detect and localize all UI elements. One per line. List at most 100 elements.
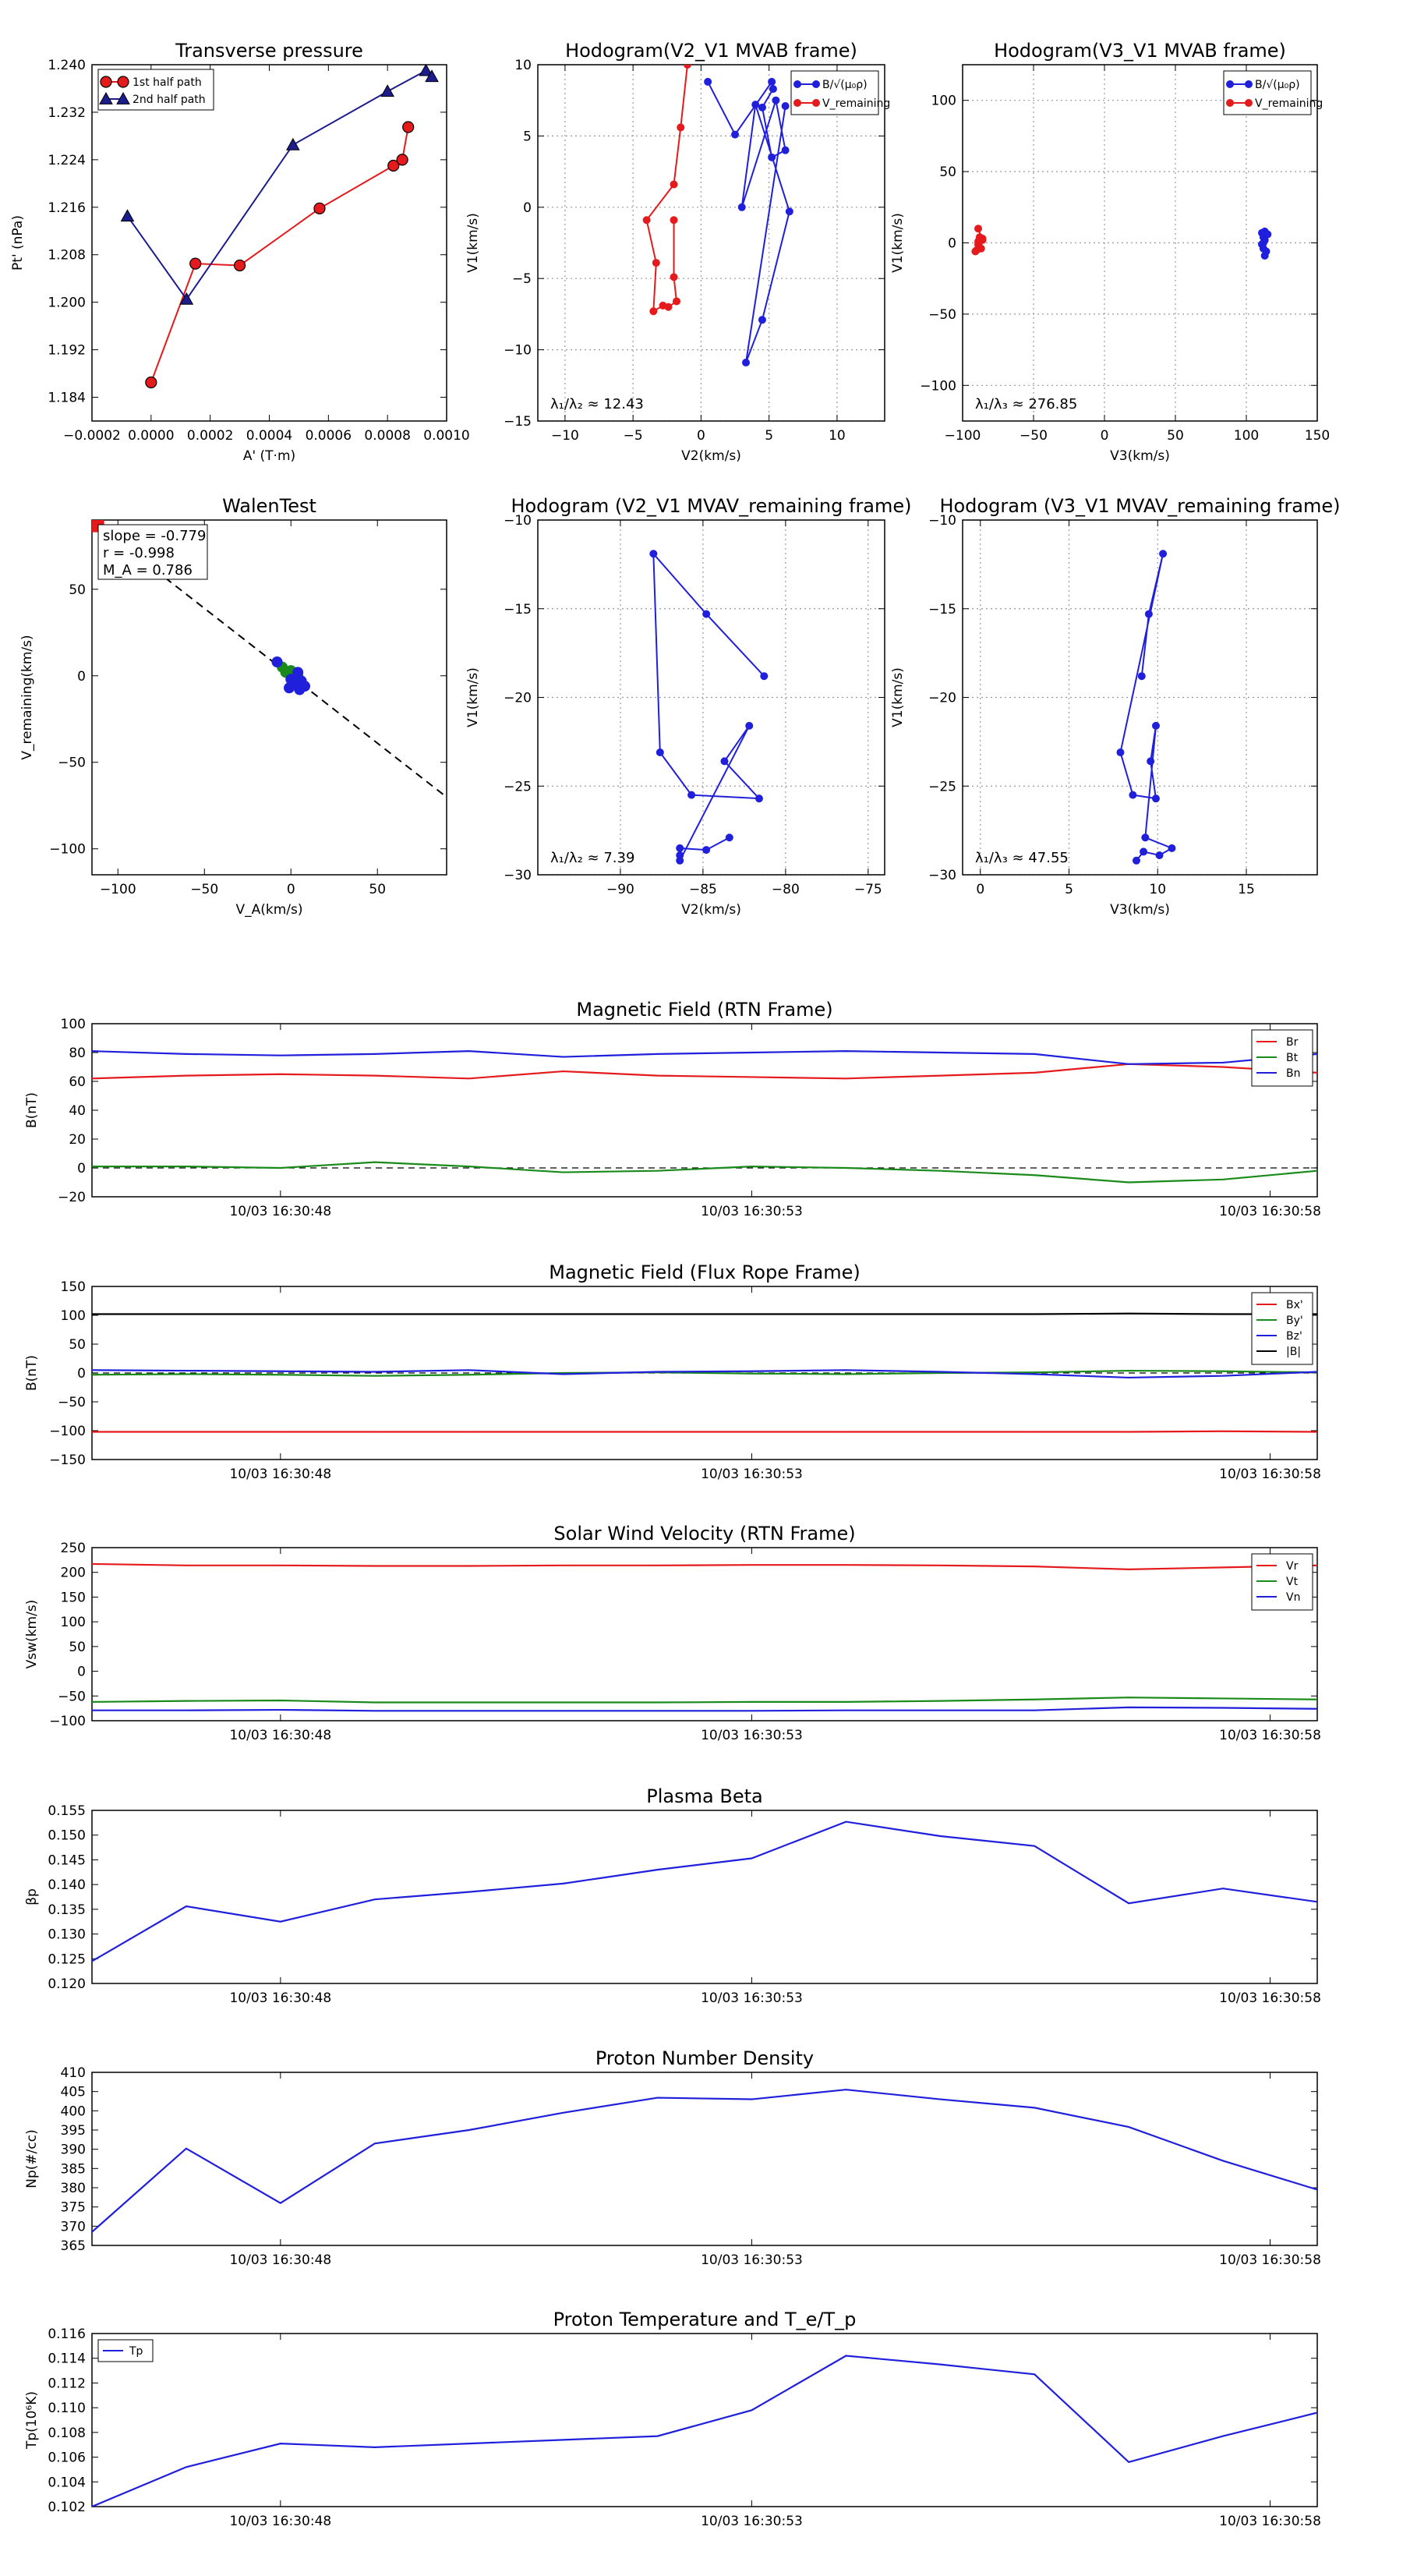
data-point [670, 180, 678, 189]
data-point [845, 1369, 847, 1371]
data-point [1222, 1430, 1224, 1432]
x-axis-label: V_A(km/s) [235, 902, 302, 918]
data-point [845, 1167, 847, 1169]
data-point [751, 1370, 753, 1372]
data-point [1128, 1370, 1129, 1371]
data-point [1316, 1698, 1317, 1700]
data-point [845, 1431, 847, 1433]
data-point [373, 1375, 376, 1377]
y-tick-label: 0 [948, 236, 956, 252]
data-point [1222, 1697, 1224, 1700]
y-tick-label: −50 [928, 307, 956, 323]
x-tick-label: 50 [369, 882, 386, 897]
data-point [1128, 1431, 1129, 1433]
data-point [1128, 1707, 1129, 1708]
data-point [751, 1313, 753, 1315]
data-point [751, 1431, 753, 1433]
legend-label: By' [1286, 1315, 1303, 1327]
y-tick-label: 1.224 [48, 153, 86, 168]
y-tick-label: −30 [928, 868, 956, 883]
chart-np: 10/03 16:30:48 10/03 16:30:53 10/03 16:30:… [24, 2047, 1321, 2268]
data-point [1140, 847, 1148, 856]
data-point [785, 207, 793, 216]
data-point [425, 69, 439, 83]
data-point [179, 292, 194, 305]
data-point [1034, 1313, 1036, 1315]
data-point-blue [271, 656, 283, 667]
x-axis-label: V3(km/s) [1110, 902, 1170, 918]
series-line [92, 1161, 1317, 1184]
legend-marker [99, 91, 113, 104]
data-point [468, 1050, 470, 1052]
data-point [92, 1369, 93, 1371]
plot-frame [91, 64, 447, 422]
annotation-lambda: λ₁/λ₃ ≈ 47.55 [975, 850, 1069, 866]
data-point [562, 1171, 564, 1173]
data-point [280, 1920, 281, 1923]
plot-area [971, 225, 1272, 260]
y-tick-label: −150 [49, 1453, 86, 1468]
y-tick-label: 0.155 [48, 1803, 86, 1819]
data-point [1129, 791, 1137, 799]
plot-frame [91, 2072, 1318, 2246]
y-tick-label: 410 [61, 2065, 86, 2081]
data-point [1222, 1888, 1224, 1890]
data-point [373, 1313, 376, 1315]
y-tick-label: 200 [61, 1566, 86, 1581]
data-point [562, 1701, 564, 1704]
plot-frame [91, 2333, 1318, 2507]
data-point [189, 257, 202, 270]
legend-marker [812, 80, 820, 88]
data-point [373, 1565, 376, 1567]
y-tick-label: 1.240 [48, 58, 86, 73]
y-tick-label: 0.106 [48, 2450, 86, 2466]
y-tick-label: 10 [514, 58, 532, 73]
y-tick-label: 1.200 [48, 295, 86, 311]
data-point [1034, 1373, 1036, 1375]
y-tick-label: −30 [504, 868, 532, 883]
y-tick-label: 1.232 [48, 105, 86, 121]
y-tick-label: 0.145 [48, 1852, 86, 1868]
data-point [280, 1374, 281, 1376]
x-tick-label: 0.0004 [246, 428, 292, 444]
data-point [656, 748, 664, 757]
data-point [1034, 1845, 1036, 1847]
plot-area [92, 1312, 1317, 1433]
chart-pb: 10/03 16:30:48 10/03 16:30:53 10/03 16:30:… [24, 1785, 1321, 2006]
legend-marker [793, 80, 801, 88]
data-point [751, 2098, 753, 2100]
y-tick-label: −10 [504, 513, 532, 529]
x-tick-label: 10/03 16:30:53 [701, 1204, 803, 1219]
y-tick-label: 365 [61, 2238, 86, 2254]
data-point [1141, 833, 1150, 842]
data-point [1034, 1566, 1036, 1567]
data-point [656, 1869, 659, 1870]
y-tick-label: 0.150 [48, 1828, 86, 1844]
data-point [562, 1565, 564, 1566]
data-point [1128, 1697, 1129, 1698]
legend-marker [1226, 80, 1234, 88]
chart-h1: −10 −5 0 5 10 −15 −10 −5 0 5 10 Hodogram(V2_V1 MVAB… [465, 40, 890, 464]
data-point [1034, 1072, 1036, 1074]
y-tick-label: −15 [928, 602, 956, 617]
y-tick-label: 0 [77, 1161, 86, 1177]
data-point [468, 1166, 470, 1167]
series-line [92, 1312, 1317, 1315]
data-point [280, 1431, 281, 1433]
data-point [1316, 1053, 1317, 1055]
chart-ff: 10/03 16:30:48 10/03 16:30:53 10/03 16:30:… [24, 1261, 1321, 1482]
data-point [468, 1710, 470, 1712]
y-tick-label: 5 [523, 129, 532, 144]
data-point [772, 96, 780, 104]
fit-line [92, 520, 447, 798]
x-tick-label: 0 [697, 428, 705, 444]
data-point [373, 1074, 376, 1077]
y-tick-label: 50 [939, 165, 956, 180]
series-line [92, 1050, 1317, 1065]
y-tick-label: −25 [504, 779, 532, 794]
data-point [656, 1313, 659, 1315]
data-point [1222, 1566, 1224, 1569]
y-axis-label: V1(km/s) [890, 213, 906, 273]
y-tick-label: −50 [58, 1689, 86, 1704]
